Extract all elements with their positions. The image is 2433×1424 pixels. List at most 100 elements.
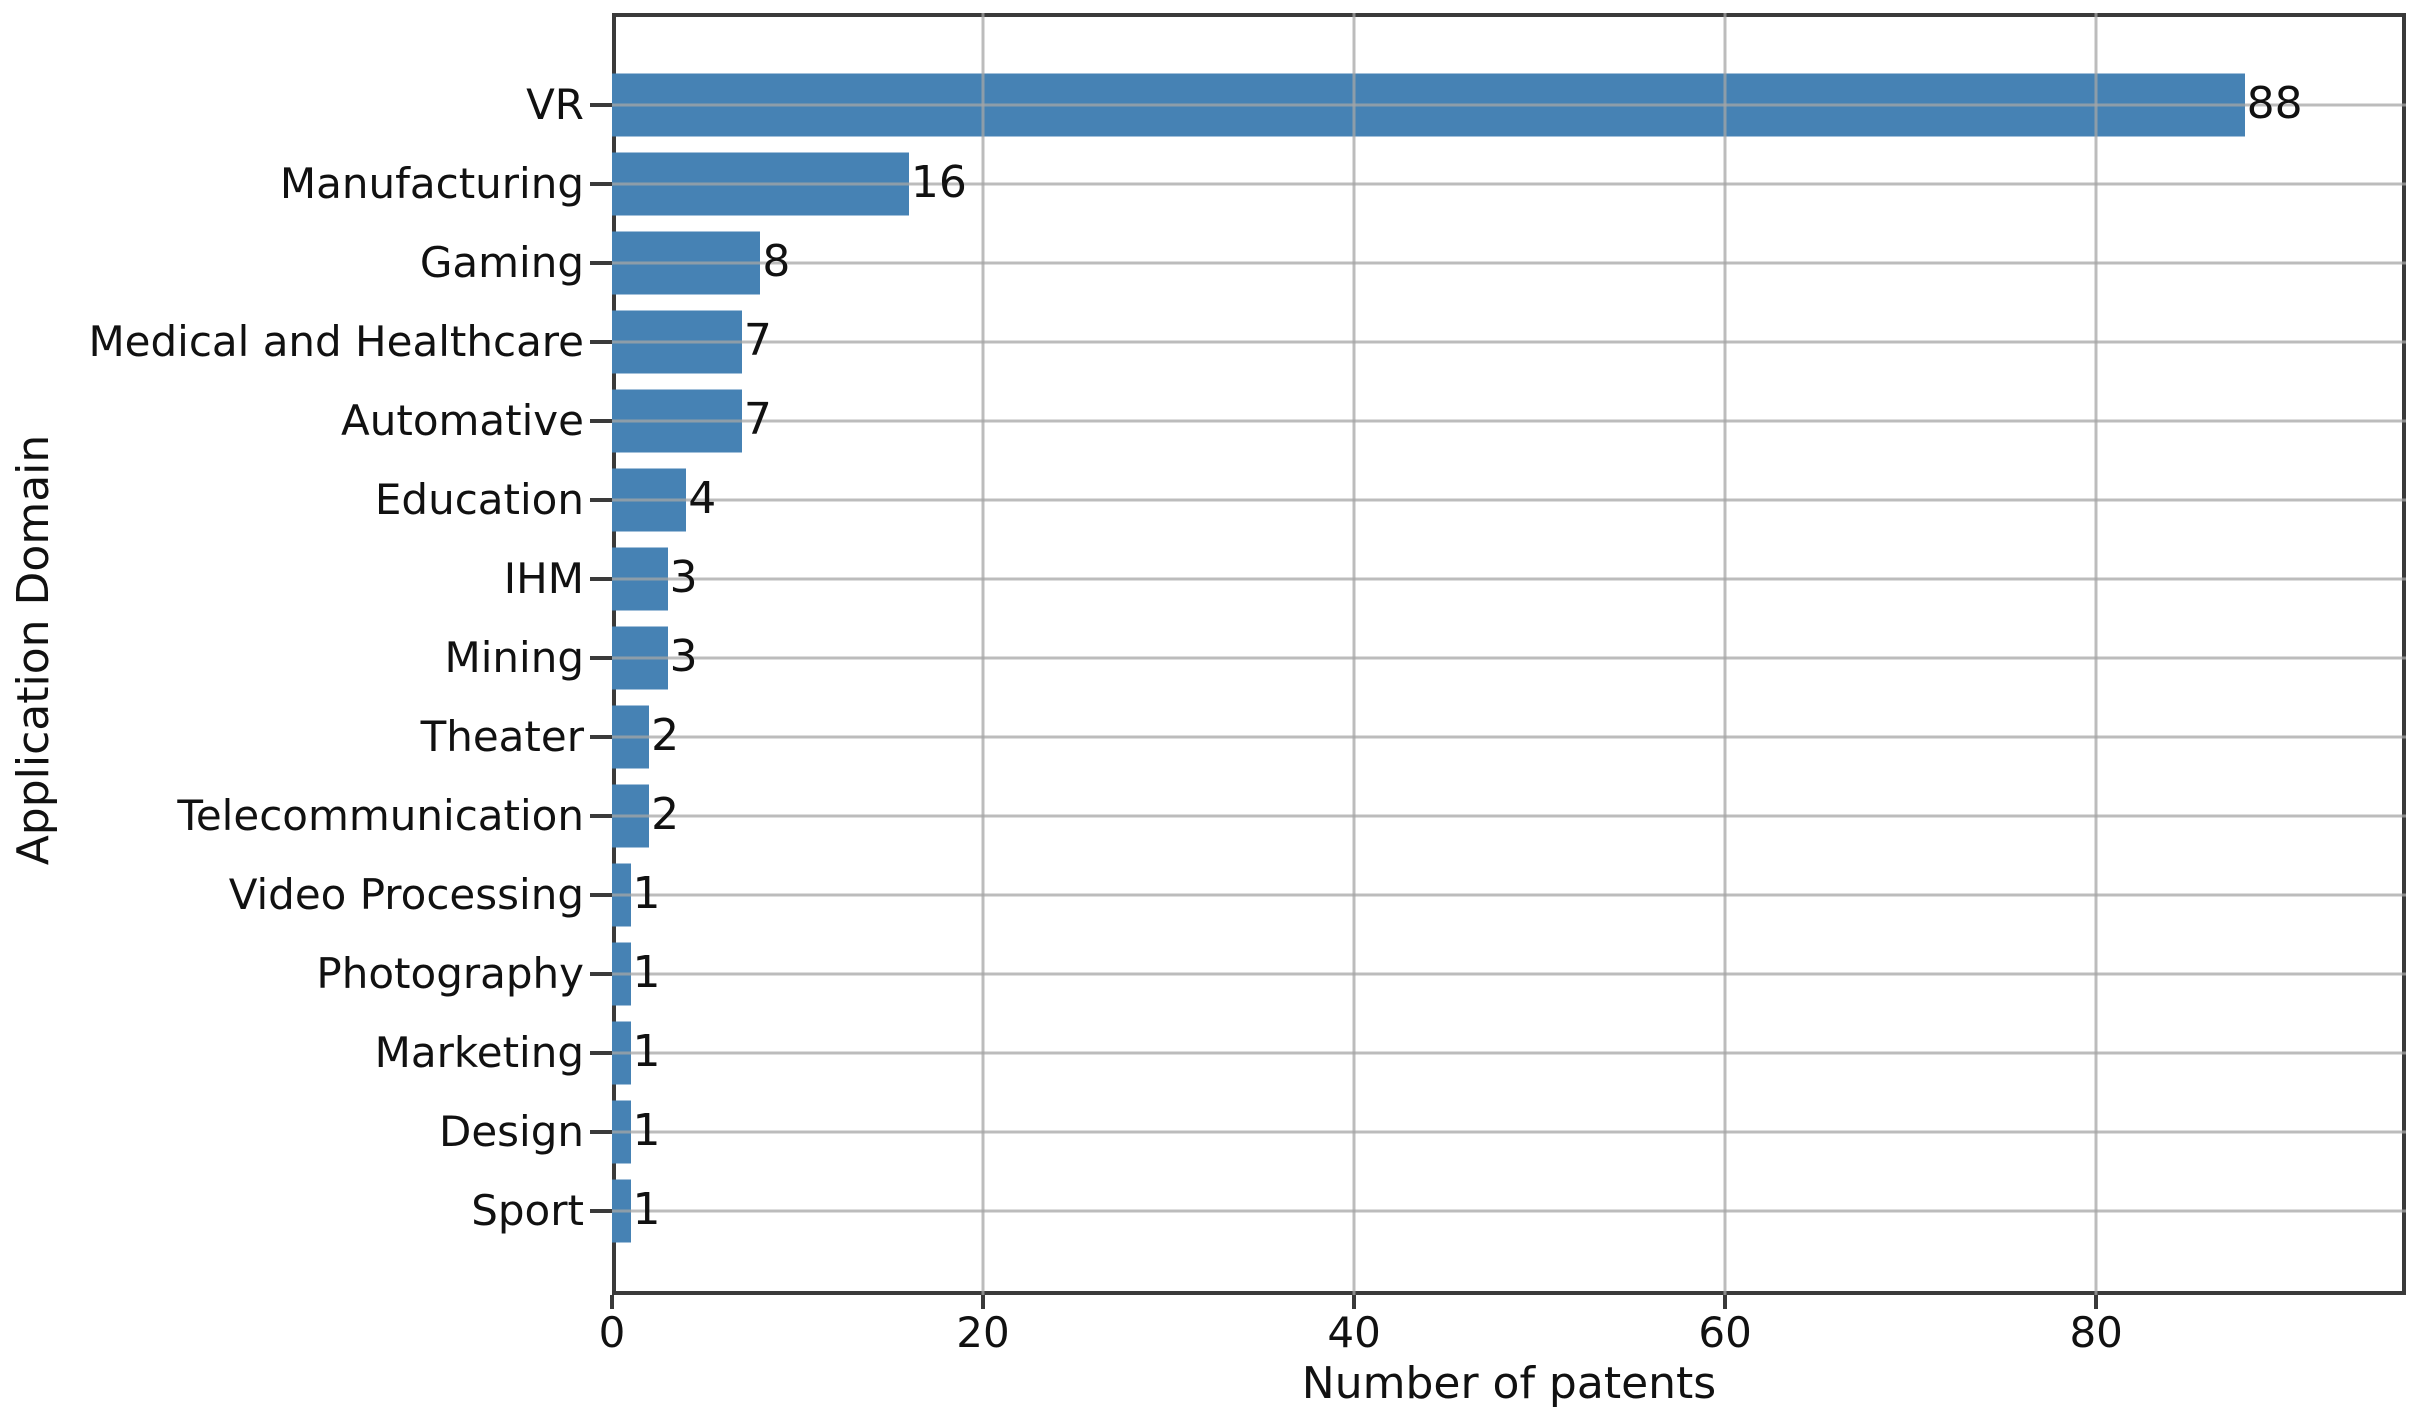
bar-value-label: 3: [669, 631, 698, 683]
bar-row: 1: [612, 1093, 2406, 1172]
category-row: Gaming: [0, 223, 584, 302]
category-row: Education: [0, 460, 584, 539]
category-row: Mining: [0, 618, 584, 697]
bar-row: 7: [612, 302, 2406, 381]
h-gridline: [612, 735, 2406, 739]
category-tick-label: Photography: [316, 949, 584, 999]
x-tick-label: 60: [1698, 1308, 1752, 1357]
y-tick-mark: [590, 260, 612, 265]
bar-value-label: 8: [762, 235, 791, 287]
category-row: VR: [0, 65, 584, 144]
category-tick-label: Video Processing: [228, 870, 584, 920]
h-gridline: [612, 340, 2406, 344]
category-tick-label: VR: [526, 79, 584, 129]
h-gridline: [612, 103, 2406, 107]
bar-row: 2: [612, 777, 2406, 856]
bar-row: 88: [612, 65, 2406, 144]
bar-value-label: 4: [688, 472, 717, 524]
bars-layer: 88 16 8 7 7 4 3 3 2 2 1 1 1 1 1: [612, 13, 2406, 1295]
y-tick-row: [590, 460, 612, 539]
bar-row: 2: [612, 698, 2406, 777]
category-tick-label: Education: [374, 474, 584, 524]
y-tick-mark: [590, 1209, 612, 1214]
h-gridline: [612, 972, 2406, 976]
bar-value-label: 1: [632, 868, 661, 920]
h-gridline: [612, 261, 2406, 265]
category-row: Automative: [0, 381, 584, 460]
bar-row: 1: [612, 1014, 2406, 1093]
category-row: IHM: [0, 539, 584, 618]
category-tick-label: Design: [438, 1107, 584, 1157]
y-tick-row: [590, 777, 612, 856]
category-tick-label: IHM: [503, 553, 584, 603]
bar-value-label: 1: [632, 1184, 661, 1236]
bar-value-label: 2: [651, 789, 680, 841]
bar-value-label: 88: [2246, 77, 2303, 129]
h-gridline: [612, 656, 2406, 660]
x-axis-title: Number of patents: [1301, 1358, 1717, 1409]
y-tick-mark: [590, 972, 612, 977]
y-tick-marks-column: [590, 13, 612, 1295]
bar-row: 1: [612, 1172, 2406, 1251]
bar-row: 4: [612, 460, 2406, 539]
y-tick-mark: [590, 1130, 612, 1135]
v-gridline: [1723, 13, 1727, 1295]
h-gridline: [612, 1051, 2406, 1055]
y-tick-mark: [590, 576, 612, 581]
y-tick-row: [590, 302, 612, 381]
category-row: Theater: [0, 698, 584, 777]
x-tick-label: 80: [2069, 1308, 2123, 1357]
y-tick-mark: [590, 735, 612, 740]
y-tick-mark: [590, 655, 612, 660]
category-row: Photography: [0, 935, 584, 1014]
y-tick-mark: [590, 181, 612, 186]
bar-value-label: 1: [632, 1026, 661, 1078]
bar-value-label: 7: [743, 393, 772, 445]
category-tick-label: Theater: [420, 712, 584, 762]
x-tick-label: 40: [1327, 1308, 1381, 1357]
y-tick-row: [590, 1093, 612, 1172]
x-tick-mark: [1723, 1295, 1728, 1309]
h-gridline: [612, 577, 2406, 581]
y-tick-mark: [590, 102, 612, 107]
category-tick-label: Automative: [341, 395, 584, 445]
bar-row: 16: [612, 144, 2406, 223]
y-tick-mark: [590, 893, 612, 898]
plot-area: 88 16 8 7 7 4 3 3 2 2 1 1 1 1 1: [612, 13, 2406, 1295]
bar-value-label: 1: [632, 1105, 661, 1157]
h-gridline: [612, 814, 2406, 818]
x-tick-mark: [2094, 1295, 2099, 1309]
y-tick-mark: [590, 339, 612, 344]
x-tick-label: 20: [956, 1308, 1010, 1357]
y-tick-row: [590, 856, 612, 935]
h-gridline: [612, 498, 2406, 502]
category-row: Video Processing: [0, 856, 584, 935]
bar-value-label: 7: [743, 314, 772, 366]
y-tick-mark: [590, 497, 612, 502]
y-tick-mark: [590, 418, 612, 423]
category-tick-label: Gaming: [419, 237, 584, 287]
bar-row: 1: [612, 935, 2406, 1014]
bar-row: 8: [612, 223, 2406, 302]
category-tick-label: Sport: [471, 1186, 584, 1236]
y-tick-row: [590, 65, 612, 144]
category-row: Manufacturing: [0, 144, 584, 223]
y-tick-row: [590, 935, 612, 1014]
bar-value-label: 2: [651, 710, 680, 762]
x-tick-label: 0: [598, 1308, 626, 1357]
category-row: Marketing: [0, 1014, 584, 1093]
v-gridline: [1352, 13, 1356, 1295]
y-tick-row: [590, 144, 612, 223]
h-gridline: [612, 1209, 2406, 1213]
category-tick-label: Manufacturing: [279, 158, 584, 208]
y-tick-row: [590, 618, 612, 697]
y-tick-row: [590, 381, 612, 460]
category-tick-label: Mining: [444, 632, 584, 682]
bar-row: 3: [612, 539, 2406, 618]
bar-value-label: 1: [632, 947, 661, 999]
category-row: Design: [0, 1093, 584, 1172]
category-tick-label: Medical and Healthcare: [88, 316, 584, 366]
bar-value-label: 16: [910, 156, 967, 208]
x-tick-mark: [981, 1295, 986, 1309]
